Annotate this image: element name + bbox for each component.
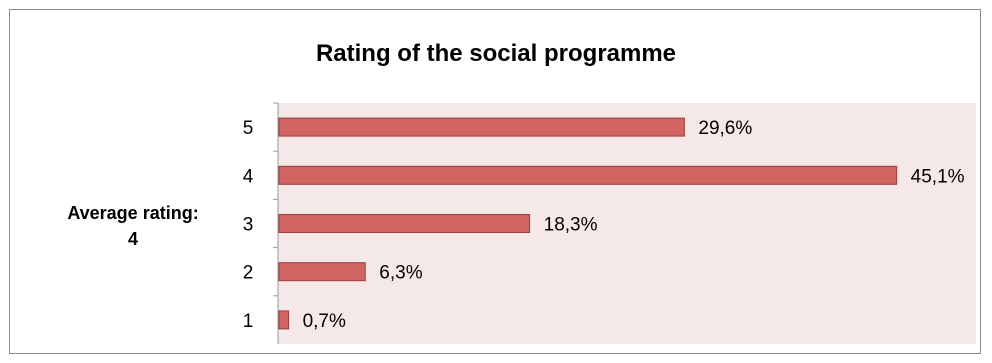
average-rating-value: 4: [127, 229, 138, 249]
data-label: 45,1%: [911, 166, 965, 187]
y-tick-label: 2: [243, 263, 254, 284]
y-tick-label: 1: [243, 311, 254, 332]
data-label: 29,6%: [698, 118, 752, 139]
data-label: 6,3%: [379, 263, 422, 284]
data-label: 0,7%: [303, 311, 346, 332]
y-tick-label: 5: [243, 118, 254, 139]
y-tick-label: 3: [243, 215, 254, 236]
bar: [278, 117, 685, 137]
bar: [278, 165, 898, 185]
y-tick-label: 4: [243, 166, 254, 187]
average-rating-annotation: Average rating: 4: [38, 200, 228, 252]
average-rating-label: Average rating:: [67, 203, 199, 223]
bar: [278, 262, 366, 282]
data-label: 18,3%: [544, 215, 598, 236]
bar: [278, 214, 531, 233]
chart-title: Rating of the social programme: [315, 40, 677, 67]
bar: [278, 310, 290, 330]
